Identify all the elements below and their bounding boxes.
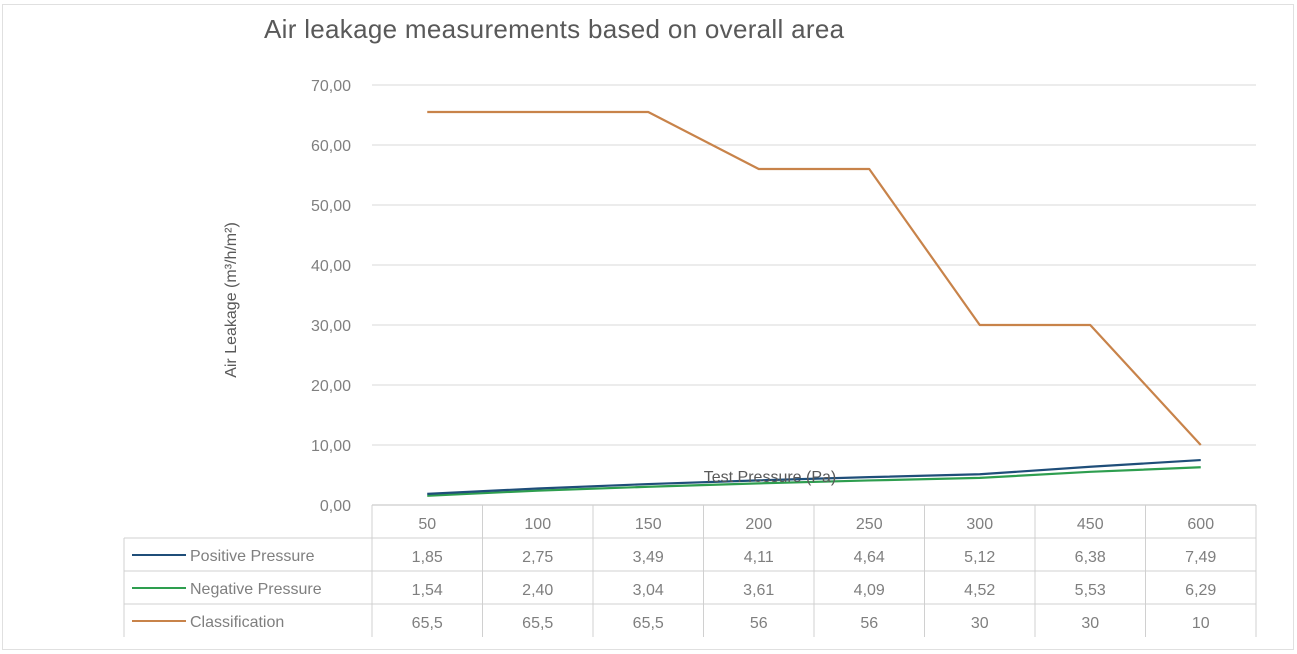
data-label: 56 [860, 615, 878, 632]
x-tick-label: 450 [1077, 516, 1104, 533]
y-tick-label: 10,00 [311, 438, 351, 455]
legend-label: Classification [190, 614, 284, 631]
data-label: 3,49 [633, 549, 664, 566]
series-line [427, 110, 1202, 446]
x-tick-label: 250 [856, 516, 883, 533]
y-tick-label: 40,00 [311, 258, 351, 275]
x-axis-label: Test Pressure (Pa) [704, 469, 836, 486]
data-label: 5,12 [964, 549, 995, 566]
data-label: 30 [971, 615, 989, 632]
series-line [427, 458, 1201, 495]
x-tick-label: 300 [966, 516, 993, 533]
y-tick-label: 60,00 [311, 138, 351, 155]
y-tick-label: 20,00 [311, 378, 351, 395]
x-tick-label: 50 [418, 516, 436, 533]
y-tick-label: 0,00 [320, 498, 351, 515]
data-label: 65,5 [522, 615, 553, 632]
x-tick-label: 100 [524, 516, 551, 533]
data-label: 3,61 [743, 582, 774, 599]
data-label: 10 [1192, 615, 1210, 632]
data-label: 4,09 [854, 582, 885, 599]
data-label: 7,49 [1185, 549, 1216, 566]
chart-title: Air leakage measurements based on overal… [264, 14, 845, 44]
chart-frame [2, 4, 1294, 650]
series-line [427, 466, 1201, 497]
data-label: 4,52 [964, 582, 995, 599]
legend-label: Positive Pressure [190, 548, 315, 565]
data-label: 65,5 [412, 615, 443, 632]
y-tick-label: 70,00 [311, 78, 351, 95]
data-label: 2,40 [522, 582, 553, 599]
data-label: 1,54 [412, 582, 443, 599]
data-label: 4,64 [854, 549, 885, 566]
data-label: 56 [750, 615, 768, 632]
data-label: 6,38 [1075, 549, 1106, 566]
data-label: 2,75 [522, 549, 553, 566]
data-label: 5,53 [1075, 582, 1106, 599]
x-tick-label: 200 [745, 516, 772, 533]
y-tick-label: 30,00 [311, 318, 351, 335]
x-tick-label: 150 [635, 516, 662, 533]
x-tick-label: 600 [1187, 516, 1214, 533]
data-label: 1,85 [412, 549, 443, 566]
legend-label: Negative Pressure [190, 581, 322, 598]
data-label: 4,11 [744, 549, 774, 566]
data-label: 30 [1081, 615, 1099, 632]
data-label: 6,29 [1185, 582, 1216, 599]
y-tick-label: 50,00 [311, 198, 351, 215]
data-label: 65,5 [633, 615, 664, 632]
data-label: 3,04 [633, 582, 664, 599]
